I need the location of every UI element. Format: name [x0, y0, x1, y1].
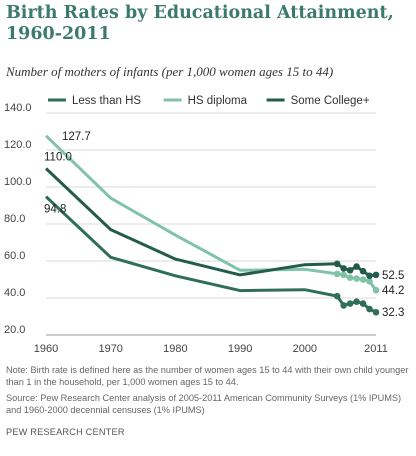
data-point-hs-diploma — [333, 270, 341, 278]
data-label: 110.0 — [44, 152, 72, 164]
data-label: 32.3 — [382, 307, 404, 319]
data-point-less-than-hs — [353, 298, 360, 306]
chart-title: Birth Rates by Educational Attainment, 1… — [6, 3, 394, 44]
data-label: 94.8 — [44, 204, 66, 216]
chart-subtitle: Number of mothers of infants (per 1,000 … — [6, 64, 334, 79]
data-point-some-college — [333, 260, 341, 268]
data-point-some-college — [353, 263, 360, 270]
data-label: 52.5 — [382, 270, 404, 282]
data-point-some-college — [359, 267, 367, 275]
y-tick-label: 80.0 — [4, 213, 25, 225]
data-point-less-than-hs — [359, 300, 367, 307]
y-tick-label: 20.0 — [4, 324, 25, 336]
data-point-some-college — [346, 266, 354, 274]
y-tick-label: 100.0 — [4, 176, 32, 188]
y-tick-label: 40.0 — [4, 287, 25, 299]
x-tick-label: 1960 — [34, 343, 58, 355]
y-tick-label: 140.0 — [4, 102, 32, 114]
legend-label: HS diploma — [188, 95, 248, 107]
x-tick-label: 2000 — [293, 343, 317, 355]
data-point-some-college — [366, 272, 373, 280]
y-tick-label: 120.0 — [4, 139, 32, 151]
data-point-hs-diploma — [353, 275, 360, 282]
chart-note: Note: Birth rate is defined here as the … — [6, 365, 409, 387]
data-point-hs-diploma — [366, 278, 373, 285]
y-tick-label: 60.0 — [4, 250, 25, 262]
line-chart: 20.0 40.0 60.0 80.0 100.0 120.0 140.0 1960 1970 1… — [4, 95, 404, 355]
data-point-hs-diploma — [359, 276, 367, 283]
data-point-some-college — [340, 265, 347, 272]
x-tick-label: 2011 — [364, 343, 388, 355]
x-tick-label: 1980 — [163, 343, 187, 355]
legend-label: Some College+ — [291, 95, 370, 107]
data-point-some-college — [372, 271, 380, 279]
data-point-less-than-hs — [366, 305, 373, 313]
chart-source: Source: Pew Research Center analysis of … — [6, 393, 402, 415]
data-point-hs-diploma — [346, 274, 354, 281]
data-label: 127.7 — [62, 131, 91, 143]
data-point-hs-diploma — [340, 271, 347, 279]
data-point-less-than-hs — [372, 308, 380, 316]
data-label: 44.2 — [382, 285, 404, 297]
x-tick-label: 1970 — [98, 343, 122, 355]
credit-line: PEW RESEARCH CENTER — [6, 427, 125, 437]
data-point-less-than-hs — [346, 300, 354, 307]
data-point-less-than-hs — [333, 292, 341, 300]
x-tick-label: 1990 — [228, 343, 252, 355]
data-point-less-than-hs — [340, 302, 347, 309]
legend-label: Less than HS — [72, 95, 141, 107]
data-point-hs-diploma — [372, 286, 380, 294]
